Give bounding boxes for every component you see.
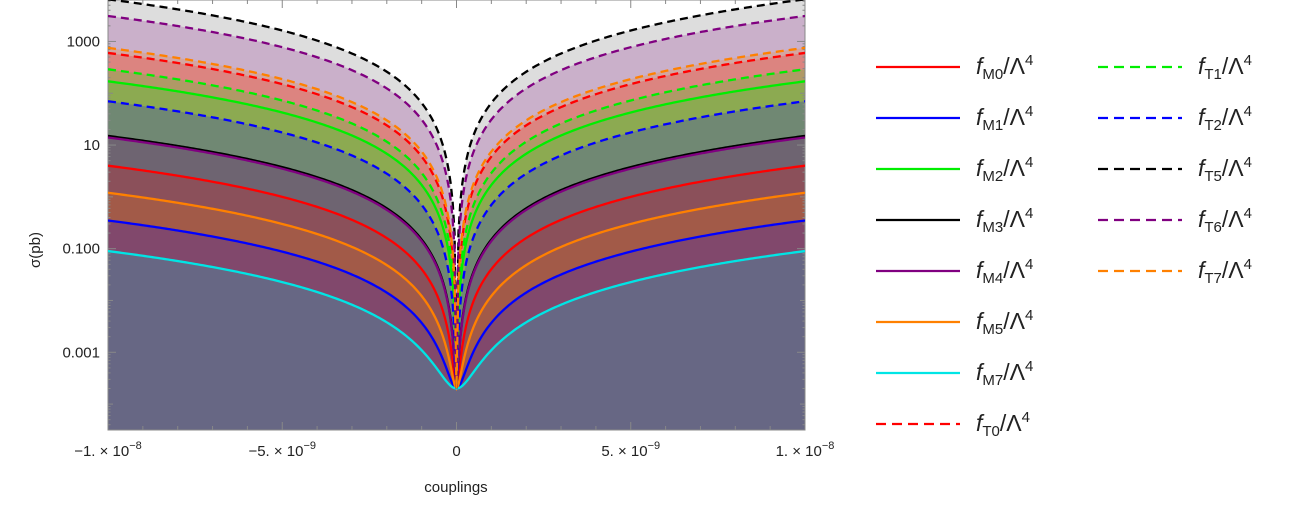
legend: fM0/Λ4 fM1/Λ4 fM2/Λ4 fM3/Λ4 fM4/Λ4 fM5/Λ4 fM7/… bbox=[876, 40, 1296, 460]
region-fM7 bbox=[108, 251, 805, 430]
legend-swatch bbox=[876, 422, 960, 426]
x-tick-label: −5. × 10−9 bbox=[248, 440, 316, 460]
x-tick-label: 5. × 10−9 bbox=[601, 440, 660, 460]
legend-swatch bbox=[1098, 167, 1182, 171]
legend-label: fT2/Λ4 bbox=[1198, 102, 1253, 134]
legend-label: fM1/Λ4 bbox=[976, 102, 1034, 134]
legend-item-fT6: fT6/Λ4 bbox=[1098, 204, 1253, 236]
x-tick-label: −1. × 10−8 bbox=[74, 440, 142, 460]
legend-label: fM7/Λ4 bbox=[976, 357, 1034, 389]
legend-label: fM2/Λ4 bbox=[976, 153, 1034, 185]
legend-swatch bbox=[876, 167, 960, 171]
legend-swatch bbox=[876, 218, 960, 222]
region-fT1 bbox=[108, 69, 805, 430]
chart: 0.001 0.100 10 1000 −1. × 10−8 −5. × 10−9 0 5.… bbox=[27, 0, 834, 496]
curve-fT6 bbox=[108, 14, 805, 389]
region-fT7 bbox=[108, 47, 805, 430]
legend-item-fT5: fT5/Λ4 bbox=[1098, 153, 1253, 185]
series-curves bbox=[108, 0, 805, 392]
region-fM4 bbox=[108, 137, 805, 430]
legend-swatch bbox=[1098, 218, 1182, 222]
curve-fT7 bbox=[108, 46, 805, 389]
legend-item-fM5: fM5/Λ4 bbox=[876, 306, 1034, 338]
y-tick-label: 1000 bbox=[67, 33, 100, 50]
legend-item-fM2: fM2/Λ4 bbox=[876, 153, 1034, 185]
legend-swatch bbox=[876, 371, 960, 375]
legend-swatch bbox=[1098, 116, 1182, 120]
legend-label: fT7/Λ4 bbox=[1198, 255, 1253, 287]
legend-swatch bbox=[876, 65, 960, 69]
region-fM0 bbox=[108, 165, 805, 430]
legend-label: fT5/Λ4 bbox=[1198, 153, 1253, 185]
y-tick-label: 0.001 bbox=[62, 344, 100, 361]
y-axis-label: σ(pb) bbox=[27, 232, 44, 268]
legend-label: fM3/Λ4 bbox=[976, 204, 1034, 236]
legend-label: fM4/Λ4 bbox=[976, 255, 1034, 287]
legend-swatch bbox=[1098, 65, 1182, 69]
legend-item-fT0: fT0/Λ4 bbox=[876, 408, 1031, 440]
y-tick-label: 0.100 bbox=[62, 241, 100, 258]
region-fT2 bbox=[108, 101, 805, 430]
legend-label: fT1/Λ4 bbox=[1198, 51, 1253, 83]
legend-label: fM0/Λ4 bbox=[976, 51, 1034, 83]
legend-item-fT2: fT2/Λ4 bbox=[1098, 102, 1253, 134]
x-tick-label: 0 bbox=[452, 443, 460, 460]
legend-swatch bbox=[876, 269, 960, 273]
legend-item-fM1: fM1/Λ4 bbox=[876, 102, 1034, 134]
legend-swatch bbox=[876, 116, 960, 120]
legend-swatch bbox=[1098, 269, 1182, 273]
x-tick-label: 1. × 10−8 bbox=[776, 440, 835, 460]
legend-item-fT7: fT7/Λ4 bbox=[1098, 255, 1253, 287]
legend-item-fT1: fT1/Λ4 bbox=[1098, 51, 1253, 83]
y-tick-label: 10 bbox=[83, 137, 100, 154]
legend-swatch bbox=[876, 320, 960, 324]
legend-item-fM7: fM7/Λ4 bbox=[876, 357, 1034, 389]
region-fT6 bbox=[108, 15, 805, 430]
legend-label: fT0/Λ4 bbox=[976, 408, 1031, 440]
legend-item-fM4: fM4/Λ4 bbox=[876, 255, 1034, 287]
region-fT5 bbox=[108, 0, 805, 430]
legend-label: fT6/Λ4 bbox=[1198, 204, 1253, 236]
curve-fT1 bbox=[108, 68, 805, 389]
region-fT0 bbox=[108, 52, 805, 430]
legend-label: fM5/Λ4 bbox=[976, 306, 1034, 338]
legend-item-fM3: fM3/Λ4 bbox=[876, 204, 1034, 236]
x-axis: −1. × 10−8 −5. × 10−9 0 5. × 10−9 1. × 10−8 bbox=[74, 0, 834, 460]
region-fM3 bbox=[108, 135, 805, 430]
legend-item-fM0: fM0/Λ4 bbox=[876, 51, 1034, 83]
region-fM1 bbox=[108, 220, 805, 430]
x-axis-label: couplings bbox=[424, 479, 487, 496]
